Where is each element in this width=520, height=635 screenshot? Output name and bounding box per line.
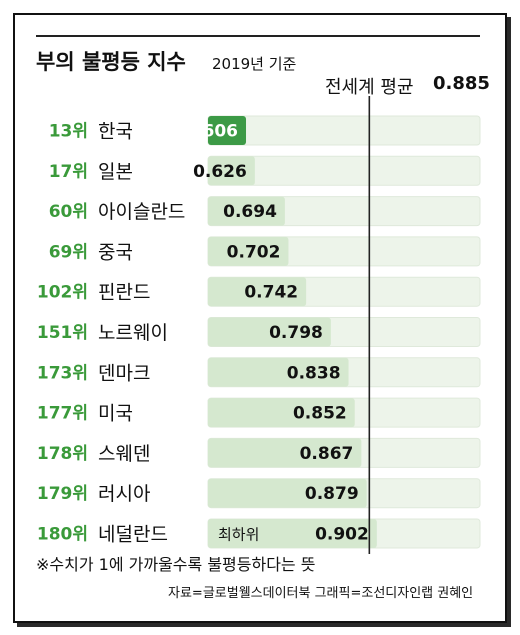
footnote: ※수치가 1에 가까울수록 불평등하다는 뜻 [36, 555, 316, 574]
value-label: 0.902 [315, 525, 369, 545]
source-credits: 자료=글로벌웰스데이터북 그래픽=조선디자인랩 권혜인 [168, 586, 474, 601]
value-label: 0.606 [184, 122, 238, 142]
value-label: 0.798 [269, 323, 323, 343]
rank-label: 60위 [49, 202, 88, 222]
bar [208, 317, 331, 347]
rank-label: 13위 [49, 122, 88, 142]
bar [208, 277, 307, 307]
bar [208, 519, 377, 548]
bar [208, 236, 289, 266]
country-label: 노르웨이 [98, 322, 168, 344]
rank-label: 102위 [37, 283, 88, 303]
country-label: 핀란드 [98, 282, 150, 304]
rank-label: 151위 [37, 323, 88, 343]
country-label: 아이슬란드 [98, 201, 185, 223]
country-label: 스웨덴 [98, 443, 150, 465]
value-label: 0.867 [300, 444, 354, 464]
chart-subtitle: 2019년 기준 [212, 55, 297, 73]
value-label: 0.626 [193, 162, 247, 182]
country-label: 중국 [98, 241, 133, 263]
title-rule [36, 35, 480, 37]
rank-label: 173위 [37, 363, 88, 383]
rank-label: 177위 [37, 404, 88, 424]
country-label: 네덜란드 [98, 524, 168, 546]
value-label: 0.879 [305, 484, 359, 504]
world-average-label: 전세계 평균 [325, 77, 414, 98]
rank-label: 69위 [49, 242, 88, 262]
rank-label: 179위 [37, 484, 88, 504]
bar [208, 357, 349, 387]
rank-label: 17위 [49, 162, 88, 182]
country-label: 한국 [98, 121, 133, 143]
rank-label: 180위 [37, 525, 88, 545]
world-average-value: 0.885 [433, 73, 490, 94]
bar [208, 156, 255, 186]
value-label: 0.694 [223, 202, 277, 222]
country-label: 일본 [98, 161, 133, 183]
bar [208, 478, 367, 508]
value-label: 0.742 [244, 283, 298, 303]
country-label: 미국 [98, 403, 133, 425]
rank-label: 178위 [37, 444, 88, 464]
bar [208, 438, 362, 468]
value-label: 0.838 [287, 363, 341, 383]
bar [208, 196, 285, 226]
bar-track [207, 115, 481, 146]
bottom-rank-tag: 최하위 [218, 526, 259, 544]
chart-title: 부의 불평등 지수 [36, 50, 186, 74]
bar [208, 398, 355, 428]
bar [208, 116, 247, 145]
country-label: 러시아 [98, 483, 150, 505]
country-label: 덴마크 [98, 362, 150, 384]
value-label: 0.852 [293, 404, 347, 424]
value-label: 0.702 [227, 242, 281, 262]
